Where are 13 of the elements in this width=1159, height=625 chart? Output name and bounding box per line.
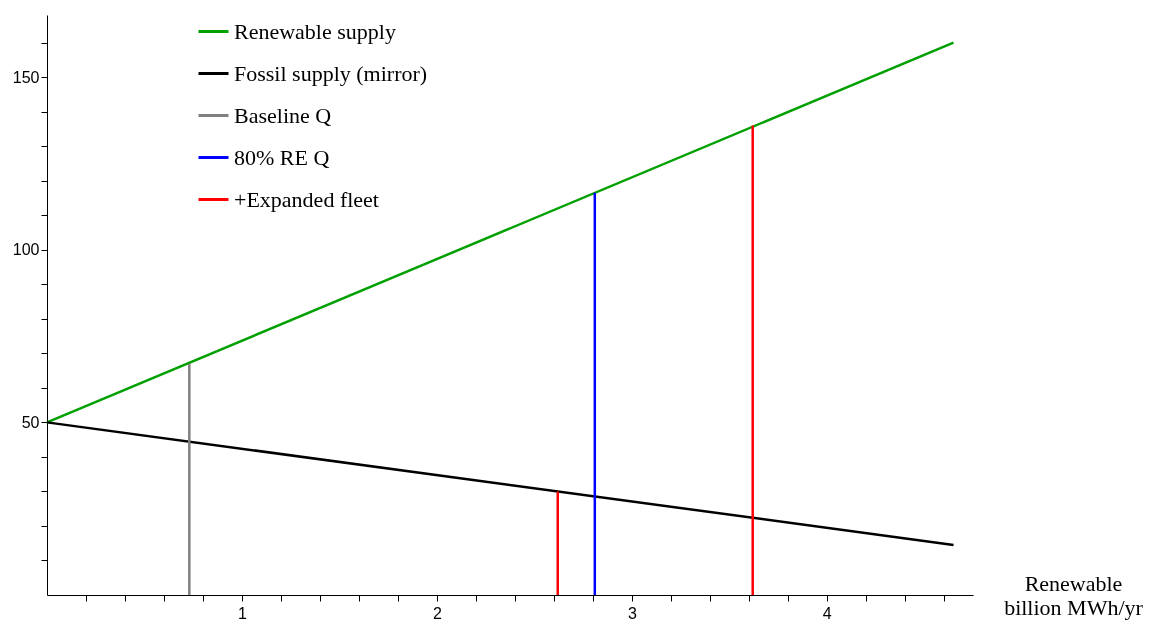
- legend-label: Renewable supply: [234, 18, 396, 44]
- x-tick-label: 3: [627, 604, 637, 622]
- legend-label: +Expanded fleet: [234, 186, 379, 212]
- legend-label: Fossil supply (mirror): [234, 60, 428, 86]
- x-axis-title: Renewable billion MWh/yr: [1004, 570, 1144, 620]
- x-tick-label: 1: [237, 604, 247, 622]
- y-tick-label: 150: [12, 68, 40, 86]
- legend-label: Baseline Q: [234, 102, 332, 128]
- y-tick-label: 50: [21, 413, 40, 431]
- x-tick-label: 2: [432, 604, 442, 622]
- legend-label: 80% RE Q: [234, 144, 330, 170]
- y-tick-label: 100: [12, 241, 40, 259]
- x-tick-label: 4: [822, 604, 832, 622]
